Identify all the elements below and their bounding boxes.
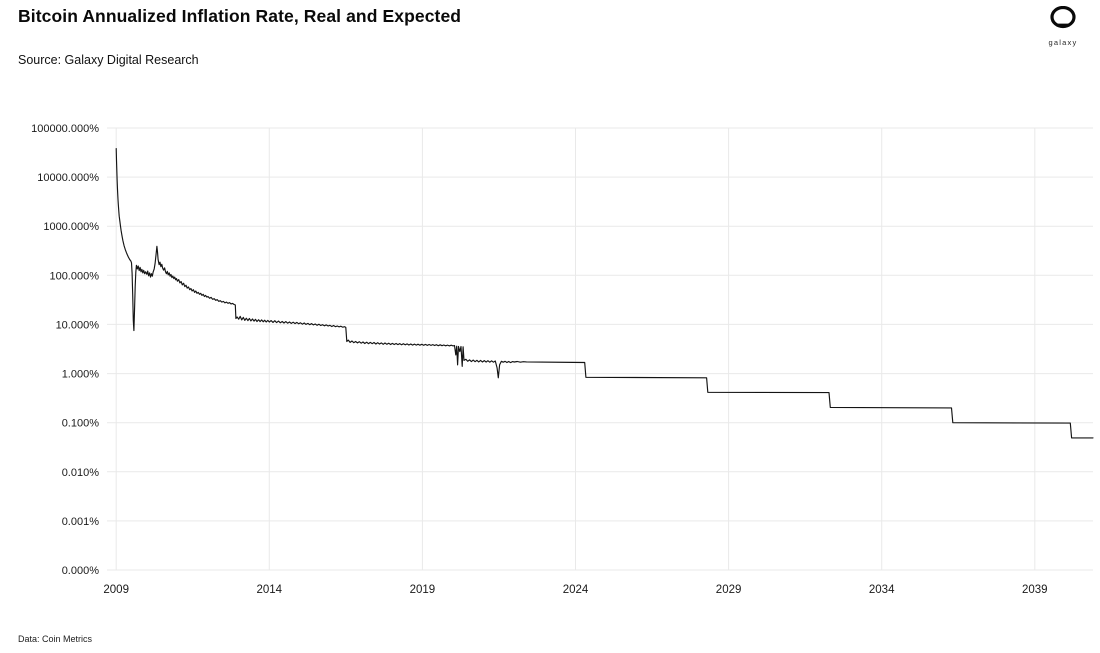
galaxy-logo-text: galaxy	[1048, 38, 1078, 47]
x-tick-label: 2024	[563, 584, 589, 596]
y-tick-label: 1000.000%	[43, 221, 99, 233]
data-source-note: Data: Coin Metrics	[18, 634, 93, 644]
page-title: Bitcoin Annualized Inflation Rate, Real …	[18, 6, 462, 26]
x-tick-label: 2009	[103, 584, 129, 596]
y-tick-label: 1.000%	[62, 369, 100, 381]
y-tick-label: 0.001%	[62, 516, 100, 528]
x-tick-label: 2034	[869, 584, 895, 596]
y-tick-label: 0.010%	[62, 467, 100, 479]
x-tick-label: 2039	[1022, 584, 1048, 596]
series-line	[115, 148, 1094, 439]
y-tick-label: 0.100%	[62, 418, 100, 430]
y-tick-label: 10.000%	[56, 319, 100, 331]
x-tick-label: 2014	[257, 584, 283, 596]
source-label: Source: Galaxy Digital Research	[18, 53, 199, 67]
y-tick-label: 100000.000%	[31, 123, 99, 135]
y-tick-label: 100.000%	[49, 270, 99, 282]
galaxy-logo: galaxy	[1040, 5, 1086, 47]
x-tick-label: 2029	[716, 584, 742, 596]
galaxy-ring-icon	[1048, 5, 1078, 36]
x-tick-label: 2019	[410, 584, 436, 596]
y-tick-label: 10000.000%	[37, 172, 99, 184]
y-tick-label: 0.000%	[62, 565, 100, 577]
